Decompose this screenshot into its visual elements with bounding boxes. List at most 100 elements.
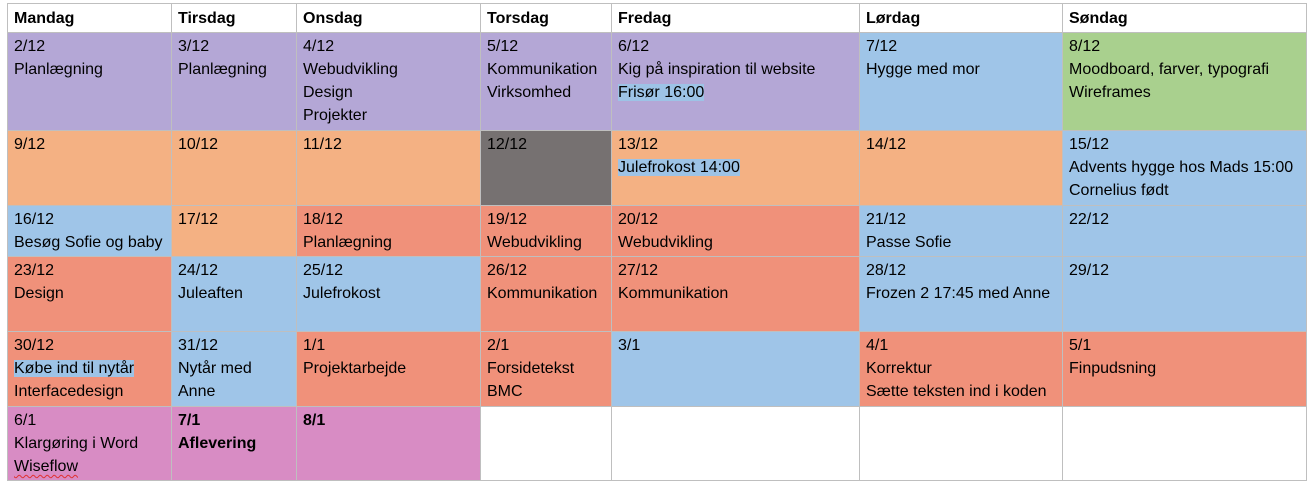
event-label: Nytår med [178,360,252,377]
day-cell[interactable]: 2/12 Planlægning [7,32,172,131]
day-cell[interactable]: 7/1 Aflevering [171,406,297,481]
date-label: 6/1 [14,409,171,432]
day-cell[interactable]: 17/12 [171,205,297,257]
event-label: Julefrokost [303,285,381,302]
date-label: 11/12 [303,133,480,156]
event-label: Hygge med mor [866,61,980,78]
event-label: Moodboard, farver, typografi [1069,61,1270,78]
date-text: 4/12 [303,38,335,55]
empty-cell[interactable] [611,406,860,481]
day-cell[interactable]: 29/12 [1062,256,1307,332]
event-text: Advents hygge hos Mads 15:00 [1069,156,1306,179]
day-cell[interactable]: 2/1 Forsidetekst BMC [480,331,612,407]
date-label: 7/12 [866,35,1062,58]
date-text: 1/1 [303,337,326,354]
event-label: Planlægning [178,61,267,78]
date-label: 9/12 [14,133,171,156]
day-cell[interactable]: 18/12 Planlægning [296,205,481,257]
event-label: Klargøring i Word [14,435,139,452]
date-text: 3/1 [618,337,641,354]
event-text: Moodboard, farver, typografi [1069,58,1306,81]
event-text: Kommunikation [487,282,611,305]
day-cell[interactable]: 10/12 [171,130,297,206]
day-cell[interactable]: 3/12 Planlægning [171,32,297,131]
day-cell[interactable]: 5/12 Kommunikation Virksomhed [480,32,612,131]
event-text: Julefrokost 14:00 [618,156,859,179]
day-cell[interactable]: 4/12 Webudvikling Design Projekter [296,32,481,131]
day-header: Søndag [1062,3,1307,33]
day-cell[interactable]: 14/12 [859,130,1063,206]
event-label: Design [303,84,353,101]
date-text: 5/1 [1069,337,1092,354]
event-label: Projekter [303,107,368,124]
day-cell[interactable]: 8/12 Moodboard, farver, typografi Wirefram… [1062,32,1307,131]
day-cell[interactable]: 13/12 Julefrokost 14:00 [611,130,860,206]
day-cell[interactable]: 5/1 Finpudsning [1062,331,1307,407]
day-cell[interactable]: 12/12 [480,130,612,206]
event-text: Finpudsning [1069,357,1306,380]
day-cell[interactable]: 21/12 Passe Sofie [859,205,1063,257]
day-cell[interactable]: 1/1 Projektarbejde [296,331,481,407]
date-text: 30/12 [14,337,55,354]
day-cell[interactable]: 11/12 [296,130,481,206]
empty-cell[interactable] [1062,406,1307,481]
day-cell[interactable]: 30/12 Købe ind til nytår Interfacedesign [7,331,172,407]
date-label: 15/12 [1069,133,1306,156]
day-cell[interactable]: 8/1 [296,406,481,481]
date-text: 23/12 [14,262,55,279]
day-cell[interactable]: 22/12 [1062,205,1307,257]
event-label: Kommunikation [487,61,598,78]
day-cell[interactable]: 24/12 Juleaften [171,256,297,332]
date-label: 26/12 [487,259,611,282]
event-label: BMC [487,383,523,400]
event-text: Wireframes [1069,81,1306,104]
event-text: Planlægning [178,58,296,81]
day-cell[interactable]: 20/12 Webudvikling [611,205,860,257]
day-cell[interactable]: 19/12 Webudvikling [480,205,612,257]
event-label: Sætte teksten ind i koden [866,383,1047,400]
empty-cell[interactable] [859,406,1063,481]
day-cell[interactable]: 3/1 [611,331,860,407]
day-cell[interactable]: 6/1 Klargøring i Word Wiseflow [7,406,172,481]
day-cell[interactable]: 9/12 [7,130,172,206]
date-label: 8/12 [1069,35,1306,58]
day-cell[interactable]: 16/12 Besøg Sofie og baby [7,205,172,257]
date-label: 22/12 [1069,208,1306,231]
week-row: 6/1 Klargøring i Word Wiseflow 7/1 Afleverin… [7,406,1307,481]
date-label: 30/12 [14,334,171,357]
date-text: 21/12 [866,211,907,228]
day-cell[interactable]: 31/12 Nytår med Anne [171,331,297,407]
date-label: 5/12 [487,35,611,58]
date-label: 21/12 [866,208,1062,231]
event-label: Forsidetekst [487,360,575,377]
day-cell[interactable]: 7/12 Hygge med mor [859,32,1063,131]
event-text: Webudvikling [487,231,611,254]
date-text: 7/1 [178,412,201,429]
event-text: Virksomhed [487,81,611,104]
day-cell[interactable]: 25/12 Julefrokost [296,256,481,332]
date-text: 15/12 [1069,136,1110,153]
event-label: Finpudsning [1069,360,1157,377]
date-text: 27/12 [618,262,659,279]
calendar-table: Mandag Tirsdag Onsdag Torsdag Fredag Lørdag Sø… [7,3,1307,481]
date-text: 8/1 [303,412,326,429]
day-header: Mandag [7,3,172,33]
day-cell[interactable]: 6/12 Kig på inspiration til website Frisør… [611,32,860,131]
day-cell[interactable]: 27/12 Kommunikation [611,256,860,332]
event-text: Forsidetekst [487,357,611,380]
event-text: Frisør 16:00 [618,81,859,104]
date-label: 31/12 [178,334,296,357]
day-cell[interactable]: 15/12 Advents hygge hos Mads 15:00 Corneli… [1062,130,1307,206]
event-text: Design [303,81,480,104]
day-header: Lørdag [859,3,1063,33]
event-label: Købe ind til nytår [14,360,135,377]
week-row: 30/12 Købe ind til nytår Interfacedesign 31… [7,331,1307,407]
day-cell[interactable]: 23/12 Design [7,256,172,332]
date-text: 5/12 [487,38,519,55]
day-cell[interactable]: 26/12 Kommunikation [480,256,612,332]
date-text: 26/12 [487,262,528,279]
day-cell[interactable]: 28/12 Frozen 2 17:45 med Anne [859,256,1063,332]
event-label: Virksomhed [487,84,572,101]
day-cell[interactable]: 4/1 Korrektur Sætte teksten ind i koden [859,331,1063,407]
empty-cell[interactable] [480,406,612,481]
